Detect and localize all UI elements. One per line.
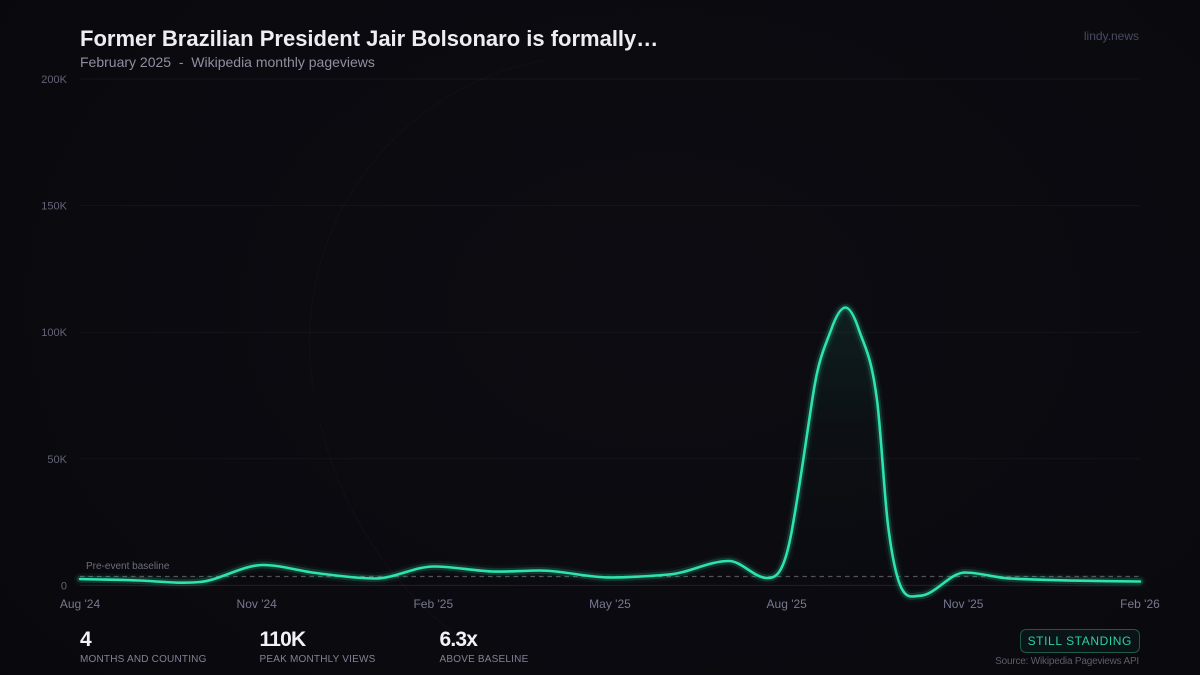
- svg-text:0: 0: [61, 580, 67, 592]
- svg-text:Nov '25: Nov '25: [943, 597, 984, 611]
- svg-text:200K: 200K: [41, 74, 67, 86]
- svg-text:Nov '24: Nov '24: [237, 597, 278, 611]
- svg-text:May '25: May '25: [589, 597, 631, 611]
- svg-text:Pre-event baseline: Pre-event baseline: [86, 561, 170, 572]
- svg-text:100K: 100K: [41, 327, 67, 339]
- svg-text:Feb '25: Feb '25: [413, 597, 453, 611]
- svg-text:Feb '26: Feb '26: [1120, 597, 1160, 611]
- svg-text:Aug '24: Aug '24: [60, 597, 101, 611]
- svg-text:150K: 150K: [41, 201, 67, 213]
- svg-text:50K: 50K: [47, 454, 67, 466]
- svg-text:Aug '25: Aug '25: [767, 597, 808, 611]
